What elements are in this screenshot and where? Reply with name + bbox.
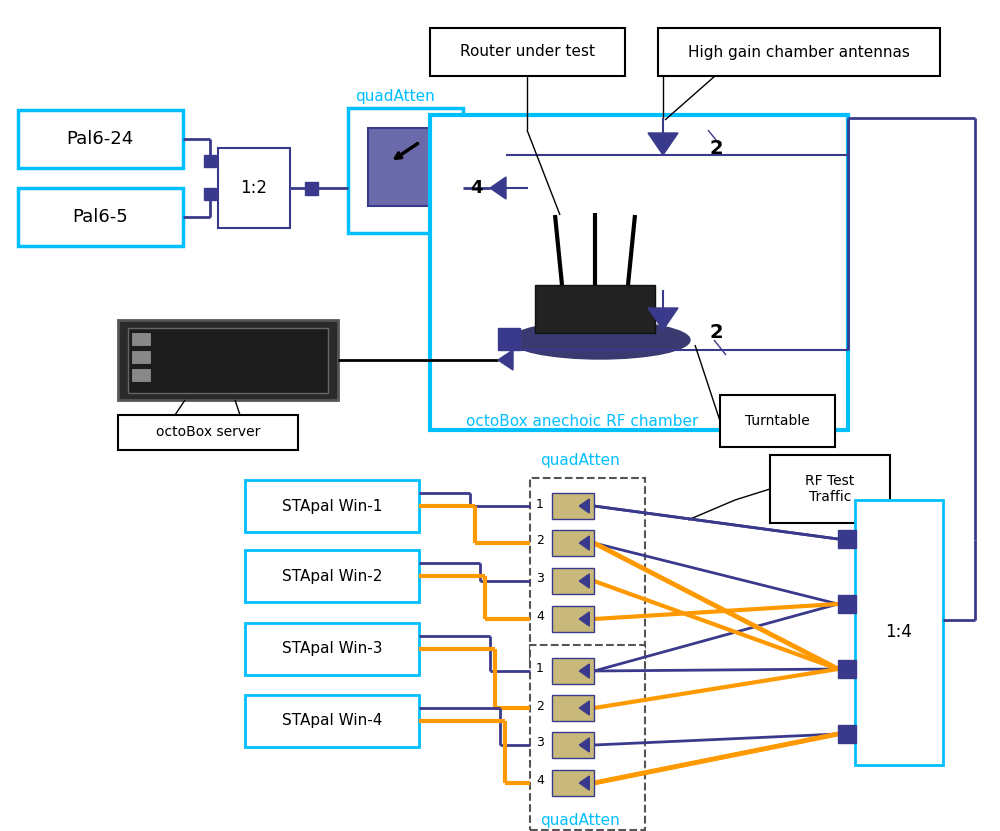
- FancyBboxPatch shape: [552, 530, 594, 556]
- Text: quadAtten: quadAtten: [355, 90, 435, 105]
- Polygon shape: [579, 701, 589, 715]
- Text: 1: 1: [536, 662, 544, 676]
- Text: STApal Win-4: STApal Win-4: [282, 714, 382, 729]
- Text: Turntable: Turntable: [745, 414, 809, 428]
- Polygon shape: [579, 499, 589, 513]
- FancyBboxPatch shape: [552, 770, 594, 796]
- Text: 2: 2: [709, 322, 723, 342]
- FancyBboxPatch shape: [245, 480, 419, 532]
- Text: 1:2: 1:2: [240, 179, 268, 197]
- Text: quadAtten: quadAtten: [540, 453, 620, 468]
- Polygon shape: [579, 574, 589, 588]
- Polygon shape: [648, 308, 678, 330]
- Text: Pal6-24: Pal6-24: [66, 130, 134, 148]
- Text: 1: 1: [536, 498, 544, 510]
- Bar: [838, 725, 856, 743]
- FancyBboxPatch shape: [368, 128, 438, 206]
- FancyBboxPatch shape: [855, 500, 943, 765]
- Text: 4: 4: [470, 179, 482, 197]
- Text: 4: 4: [536, 774, 544, 788]
- FancyBboxPatch shape: [530, 645, 645, 830]
- Text: 2: 2: [709, 139, 723, 158]
- Text: STApal Win-1: STApal Win-1: [282, 499, 382, 514]
- FancyBboxPatch shape: [552, 695, 594, 721]
- Text: octoBox server: octoBox server: [156, 425, 260, 439]
- Polygon shape: [648, 133, 678, 155]
- FancyBboxPatch shape: [720, 395, 835, 447]
- FancyBboxPatch shape: [430, 28, 625, 76]
- Text: 3: 3: [536, 573, 544, 586]
- Text: quadAtten: quadAtten: [540, 813, 620, 828]
- FancyBboxPatch shape: [18, 188, 183, 246]
- FancyBboxPatch shape: [245, 623, 419, 675]
- FancyBboxPatch shape: [348, 108, 463, 233]
- FancyBboxPatch shape: [128, 328, 328, 393]
- Bar: [204, 155, 216, 167]
- Text: 2: 2: [536, 534, 544, 548]
- FancyBboxPatch shape: [430, 115, 848, 430]
- Bar: [305, 182, 318, 195]
- FancyBboxPatch shape: [552, 606, 594, 632]
- Text: Router under test: Router under test: [460, 45, 594, 60]
- Polygon shape: [579, 536, 589, 550]
- FancyBboxPatch shape: [118, 320, 338, 400]
- Text: 3: 3: [536, 736, 544, 750]
- Polygon shape: [579, 664, 589, 678]
- Text: octoBox anechoic RF chamber: octoBox anechoic RF chamber: [466, 415, 698, 430]
- Bar: [838, 660, 856, 678]
- FancyBboxPatch shape: [770, 455, 890, 523]
- Bar: [838, 595, 856, 613]
- Polygon shape: [490, 177, 506, 199]
- FancyBboxPatch shape: [218, 148, 290, 228]
- Text: STApal Win-3: STApal Win-3: [282, 642, 382, 656]
- FancyBboxPatch shape: [552, 732, 594, 758]
- FancyBboxPatch shape: [552, 493, 594, 519]
- FancyBboxPatch shape: [658, 28, 940, 76]
- FancyBboxPatch shape: [18, 110, 183, 168]
- Polygon shape: [579, 738, 589, 752]
- FancyBboxPatch shape: [132, 369, 150, 381]
- Text: 4: 4: [536, 611, 544, 623]
- FancyBboxPatch shape: [245, 550, 419, 602]
- FancyBboxPatch shape: [245, 695, 419, 747]
- Text: RF Test
Traffic: RF Test Traffic: [805, 474, 855, 504]
- FancyBboxPatch shape: [530, 478, 645, 666]
- Bar: [204, 188, 216, 200]
- Text: High gain chamber antennas: High gain chamber antennas: [688, 45, 910, 60]
- Polygon shape: [498, 350, 513, 370]
- FancyBboxPatch shape: [118, 415, 298, 450]
- Bar: [838, 530, 856, 548]
- Ellipse shape: [510, 321, 690, 359]
- Text: STApal Win-2: STApal Win-2: [282, 568, 382, 583]
- Text: 2: 2: [536, 700, 544, 712]
- Text: 1:4: 1:4: [886, 623, 912, 641]
- Polygon shape: [579, 776, 589, 790]
- FancyBboxPatch shape: [552, 568, 594, 594]
- FancyBboxPatch shape: [552, 658, 594, 684]
- Polygon shape: [579, 612, 589, 626]
- Bar: [498, 328, 520, 350]
- Text: Pal6-5: Pal6-5: [72, 208, 128, 226]
- FancyBboxPatch shape: [132, 351, 150, 363]
- FancyBboxPatch shape: [132, 333, 150, 345]
- FancyBboxPatch shape: [535, 285, 655, 333]
